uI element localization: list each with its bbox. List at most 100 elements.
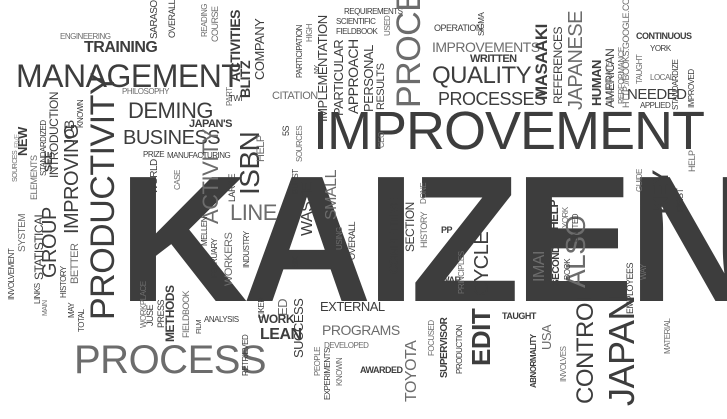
word-participation: PARTICIPATION: [295, 25, 304, 78]
word-book: BOOK: [563, 258, 572, 280]
word-taught: TAUGHT: [635, 54, 644, 84]
word-february: FEBRUARY: [210, 238, 219, 278]
word-elements: ELEMENTS: [29, 155, 39, 200]
word-developed: DEVELOPED: [324, 341, 369, 350]
word-juse: JUSE: [145, 304, 155, 326]
word-5s: 5S: [281, 125, 291, 136]
word-improved: IMPROVED: [687, 69, 696, 108]
word-overall: OVERALL: [167, 0, 177, 38]
word-retrieved: RETRIEVED: [241, 334, 250, 376]
word-sarasohn: SARASOHN: [149, 0, 160, 39]
word-war: WAR: [441, 275, 461, 285]
word-involvement: INVOLVEMENT: [7, 248, 16, 300]
word-sources: SOURCES: [12, 150, 19, 182]
word-people: PEOPLE: [313, 346, 322, 376]
word-manufacturing: MANUFACTURING: [167, 151, 231, 160]
word-help2: HELP: [547, 199, 561, 230]
word-improvements: IMPROVEMENTS: [432, 39, 540, 55]
word-taught2: TAUGHT: [502, 311, 536, 321]
word-particular: PARTICULAR: [331, 39, 346, 116]
word-key: KEY: [648, 170, 673, 214]
word-prize: PRIZE: [143, 150, 165, 159]
word-industry: INDUSTRY: [242, 231, 251, 268]
word-mellen: MELLEN: [200, 216, 209, 246]
word-citation: CITATION: [272, 90, 318, 102]
word-supervisor: SUPERVISOR: [439, 317, 450, 378]
word-five: FIVE: [14, 134, 21, 148]
word-continuous: CONTINUOUS: [636, 31, 692, 41]
word-activity: ACTIVITY: [198, 128, 223, 224]
word-success: SUCCESS: [291, 298, 306, 358]
word-known2: KNOWN: [335, 357, 344, 386]
word-lean: LEAN: [260, 326, 302, 343]
word-human: HUMAN: [589, 60, 604, 106]
word-better: BETTER: [69, 243, 81, 284]
word-sources2: SOURCES: [295, 125, 304, 162]
word-training: TRAINING: [84, 39, 158, 56]
word-york2: YORK: [561, 207, 570, 228]
word-processes: PROCESSES: [438, 89, 546, 109]
word-control: CONTROL: [572, 290, 599, 404]
word-improving: IMPROVING: [61, 124, 83, 234]
word-external: EXTERNAL: [320, 299, 385, 314]
word-main: MAIN: [42, 300, 49, 317]
word-done: DONE: [419, 182, 428, 204]
word-deming: DEMING: [128, 98, 214, 123]
word-history: HISTORY: [59, 266, 68, 298]
word-help3: HELP: [687, 150, 697, 172]
word-proce: PROCE: [390, 0, 428, 108]
word-toyota: TOYOTA: [403, 340, 420, 402]
word-fieldbook2: FIELDBOOK: [181, 290, 191, 338]
word-japanese: JAPANESE: [565, 11, 587, 110]
word-blitz: BLITZ: [237, 60, 253, 98]
word-large: LARGE: [227, 173, 237, 202]
word-analysis: ANALYSIS: [204, 315, 239, 324]
word-quality: QUALITY: [432, 62, 532, 89]
word-company: COMPANY: [252, 18, 267, 80]
word-principles: PRINCIPLES: [457, 251, 466, 294]
word-operation: OPERATION: [434, 23, 482, 33]
word-help: HELP: [255, 135, 267, 162]
word-line: LINE: [230, 200, 277, 225]
word-local: LOCAL: [650, 73, 674, 82]
word-section: SECTION: [403, 202, 417, 252]
word-process: PROCESS: [74, 338, 267, 382]
word-engineering: ENGINEERING: [60, 32, 111, 41]
word-second: SECOND: [551, 246, 562, 286]
word-experiments: EXPERIMENTS: [323, 348, 332, 400]
word-first: FIRST: [675, 188, 685, 213]
word-fieldbook: FIELDBOOK: [336, 27, 378, 36]
word-guide: GUIDE: [635, 169, 644, 192]
word-illuminate: ILLUMINATE: [605, 62, 614, 104]
word-workers: WORKERS: [223, 232, 235, 286]
word-methods: METHODS: [163, 285, 177, 343]
word-scientific: SCIENTIFIC: [336, 17, 376, 26]
word-reading: READING: [200, 4, 209, 37]
word-may: MAY: [67, 302, 76, 318]
word-japan: JAPAN: [601, 295, 642, 406]
word-focused: FOCUSED: [427, 320, 436, 356]
word-abnormality: ABNORMALITY: [529, 334, 538, 388]
word-personal: PERSONAL: [361, 45, 376, 112]
word-limited: LIMITED: [571, 213, 580, 242]
word-using: USING: [335, 227, 344, 250]
word-film: FILM: [196, 320, 203, 334]
word-work: WORK: [258, 312, 295, 326]
word-history2: HISTORY: [419, 211, 429, 248]
word-involves: INVOLVES: [559, 346, 568, 382]
word-business: BUSINESS: [123, 127, 221, 149]
word-applied: APPLIED: [640, 101, 671, 110]
word-small: SMALL: [323, 170, 340, 220]
word-twi: TWI: [229, 94, 243, 103]
word-standardize: STANDARDIZE: [671, 59, 680, 110]
word-world: WORLD: [149, 159, 160, 194]
word-japans: JAPAN'S: [189, 118, 232, 130]
word-way: WAY: [639, 264, 648, 280]
word-production: PRODUCTION: [455, 325, 464, 374]
word-system: SYSTEM: [17, 213, 28, 252]
word-ceo: CEO: [377, 132, 386, 148]
word-group: GROUP: [39, 207, 61, 278]
word-masaaki: MASAAKI: [532, 24, 551, 100]
word-requirements: REQUIREMENTS: [344, 7, 403, 16]
word-productivity: PRODUCTIVITY: [84, 72, 122, 320]
